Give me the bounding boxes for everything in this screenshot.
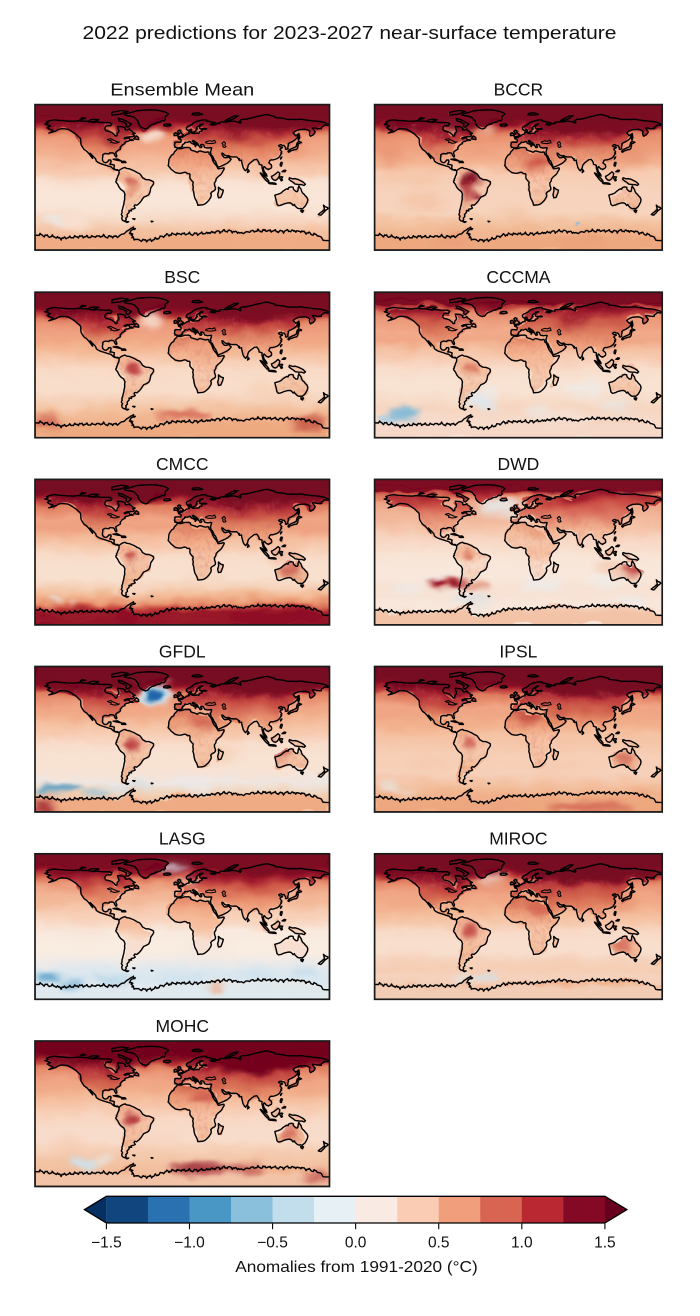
svg-text:IPSL: IPSL <box>499 641 537 661</box>
svg-text:−0.5: −0.5 <box>257 1235 288 1252</box>
svg-text:DWD: DWD <box>498 454 540 474</box>
svg-text:1.0: 1.0 <box>511 1235 533 1252</box>
svg-text:0.0: 0.0 <box>345 1235 367 1252</box>
svg-text:Ensemble Mean: Ensemble Mean <box>110 79 254 99</box>
svg-text:−1.5: −1.5 <box>91 1235 122 1252</box>
svg-text:MIROC: MIROC <box>489 829 547 849</box>
svg-text:1.5: 1.5 <box>594 1235 616 1252</box>
svg-text:Anomalies from 1991-2020 (°C): Anomalies from 1991-2020 (°C) <box>235 1259 478 1276</box>
svg-text:MOHC: MOHC <box>156 1016 209 1036</box>
svg-text:−1.0: −1.0 <box>174 1235 205 1252</box>
svg-text:0.5: 0.5 <box>428 1235 450 1252</box>
svg-text:LASG: LASG <box>159 829 206 849</box>
svg-text:GFDL: GFDL <box>159 641 206 661</box>
svg-text:CCCMA: CCCMA <box>486 267 550 287</box>
svg-text:CMCC: CMCC <box>156 454 209 474</box>
svg-text:BCCR: BCCR <box>494 79 544 99</box>
svg-text:2022 predictions for 2023-2027: 2022 predictions for 2023-2027 near-surf… <box>83 23 617 43</box>
svg-text:BSC: BSC <box>164 267 200 287</box>
